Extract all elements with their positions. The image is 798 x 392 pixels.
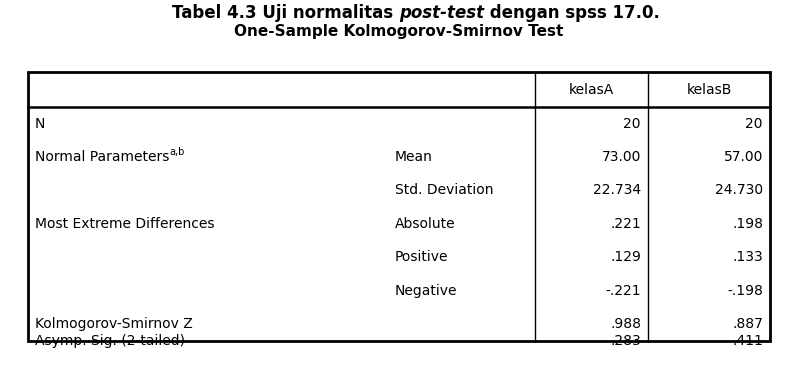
Bar [28,72,770,341]
Text: kelasB: kelasB [686,82,732,96]
Text: .988: .988 [610,317,641,331]
Text: .129: .129 [610,250,641,264]
Text: 22.734: 22.734 [593,183,641,198]
Text: -.198: -.198 [727,283,763,298]
Text: -.221: -.221 [606,283,641,298]
Text: a,b: a,b [169,147,185,157]
Text: Absolute: Absolute [395,217,456,231]
Text: Mean: Mean [395,150,433,164]
Text: 57.00: 57.00 [724,150,763,164]
Text: .411: .411 [732,334,763,348]
Text: .887: .887 [732,317,763,331]
Text: 20: 20 [623,117,641,131]
Text: Std. Deviation: Std. Deviation [395,183,493,198]
Text: N: N [35,117,45,131]
Text: 20: 20 [745,117,763,131]
Text: One-Sample Kolmogorov-Smirnov Test: One-Sample Kolmogorov-Smirnov Test [235,24,563,39]
Text: .221: .221 [610,217,641,231]
Text: post-test: post-test [399,4,484,22]
Text: Most Extreme Differences: Most Extreme Differences [35,217,215,231]
Text: .198: .198 [732,217,763,231]
Text: 24.730: 24.730 [715,183,763,198]
Text: Kolmogorov-Smirnov Z: Kolmogorov-Smirnov Z [35,317,193,331]
Text: 73.00: 73.00 [602,150,641,164]
Text: .283: .283 [610,334,641,348]
Text: Tabel 4.3 Uji normalitas: Tabel 4.3 Uji normalitas [172,4,399,22]
Text: Asymp. Sig. (2-tailed): Asymp. Sig. (2-tailed) [35,334,185,348]
Text: Normal Parameters: Normal Parameters [35,150,169,164]
Text: dengan spss 17.0.: dengan spss 17.0. [484,4,660,22]
Text: Negative: Negative [395,283,457,298]
Text: kelasA: kelasA [569,82,614,96]
Text: .133: .133 [733,250,763,264]
Text: Positive: Positive [395,250,448,264]
